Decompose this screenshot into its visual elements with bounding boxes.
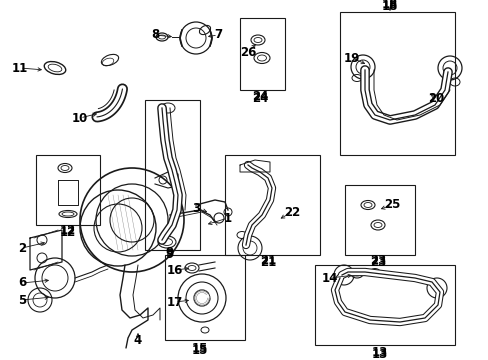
Text: 9: 9: [165, 247, 174, 260]
Bar: [339, 12, 454, 155]
Text: 22: 22: [284, 206, 300, 219]
Bar: [240, 18, 285, 90]
Text: 1: 1: [224, 211, 232, 225]
Text: 18: 18: [381, 0, 397, 12]
Text: 15: 15: [191, 342, 208, 355]
Text: 12: 12: [60, 225, 76, 238]
Text: 8: 8: [151, 28, 159, 41]
Bar: [145, 100, 200, 250]
Text: 23: 23: [369, 256, 386, 269]
Text: 4: 4: [134, 333, 142, 346]
Bar: [345, 185, 414, 255]
Text: 2: 2: [18, 242, 26, 255]
Text: 3: 3: [192, 202, 200, 215]
Text: 21: 21: [259, 253, 276, 266]
Bar: [224, 155, 319, 255]
Text: 9: 9: [165, 248, 174, 261]
Text: 26: 26: [239, 45, 256, 58]
Bar: [36, 155, 100, 225]
Text: 11: 11: [12, 62, 28, 75]
Text: 14: 14: [321, 271, 338, 284]
Text: 18: 18: [381, 0, 397, 13]
Bar: [164, 255, 244, 340]
Text: 24: 24: [251, 91, 267, 104]
Text: 12: 12: [60, 224, 76, 237]
Text: 25: 25: [383, 198, 399, 211]
Text: 16: 16: [166, 264, 183, 276]
Text: 24: 24: [251, 90, 267, 103]
Text: 6: 6: [18, 276, 26, 289]
Text: 20: 20: [427, 91, 443, 104]
Text: 10: 10: [72, 112, 88, 125]
Text: 7: 7: [214, 28, 222, 41]
Text: 15: 15: [191, 343, 208, 356]
Text: 13: 13: [371, 346, 387, 359]
Text: 23: 23: [369, 253, 386, 266]
Text: 17: 17: [166, 296, 183, 309]
Text: 13: 13: [371, 347, 387, 360]
Text: 19: 19: [343, 51, 360, 64]
Text: 5: 5: [18, 293, 26, 306]
Text: 21: 21: [259, 256, 276, 269]
Bar: [314, 265, 454, 345]
